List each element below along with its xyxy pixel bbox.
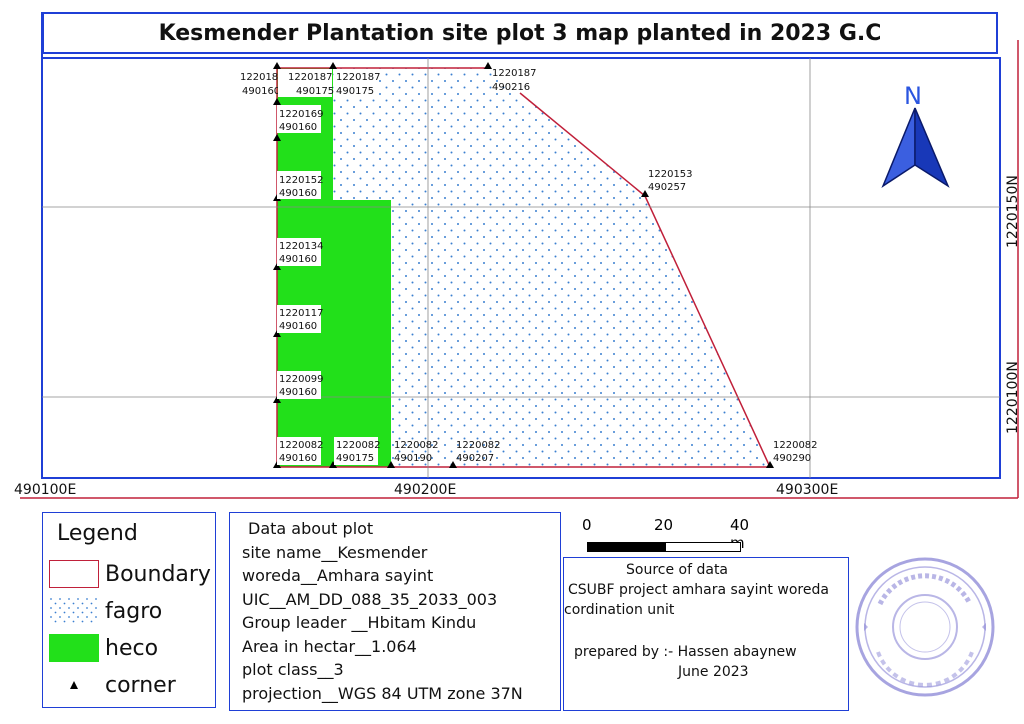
corner-label-e: 490160	[279, 321, 317, 332]
source-line1: CSUBF project amhara sayint woreda	[568, 582, 829, 598]
y-tick-label: 1220150N	[1005, 175, 1021, 248]
prepared-by: prepared by :- Hassen abaynew	[574, 644, 797, 660]
corner-label-n: 1220169	[279, 109, 324, 120]
corner-label-n: 1220099	[279, 374, 324, 385]
green-fill-swatch	[49, 634, 99, 662]
corner-label-n: 1220187	[336, 72, 381, 83]
corner-label-e: 490160	[279, 122, 317, 133]
scale-label: 20	[654, 516, 674, 534]
legend-label: corner	[105, 672, 176, 698]
corner-label-e: 490207	[456, 453, 494, 464]
plot-woreda: woreda__Amhara sayint	[242, 566, 434, 585]
map-frame	[41, 57, 1001, 479]
corner-label-n: 1220187	[288, 72, 333, 83]
scale-bar: 0 20 40 m	[580, 516, 760, 556]
source-heading: Source of data	[626, 562, 729, 578]
north-arrow: N	[881, 82, 950, 188]
corner-label-n: 1220187	[240, 72, 285, 83]
corner-label-e: 490160	[279, 188, 317, 199]
legend-item-boundary: Boundary	[49, 559, 211, 589]
corner-label-n: 1220187	[492, 68, 537, 79]
plot-uic: UIC__AM_DD_088_35_2033_003	[242, 589, 498, 609]
legend-title: Legend	[57, 521, 138, 546]
plot-projection: projection__WGS 84 UTM zone 37N	[242, 683, 523, 703]
corner-marker	[766, 461, 774, 468]
plot-group-leader: Group leader __Hbitam Kindu	[242, 613, 477, 632]
x-tick-label: 490200E	[394, 482, 456, 498]
legend-label: Boundary	[105, 561, 211, 587]
corner-marker	[484, 62, 492, 69]
plot-info-heading: Data about plot	[248, 519, 374, 538]
plot-info-box: Data about plot site name__Kesmender wor…	[229, 512, 561, 711]
source-box: Source of data CSUBF project amhara sayi…	[563, 557, 849, 711]
legend-item-corner: corner	[49, 670, 176, 700]
corner-marker	[273, 62, 281, 69]
corner-label-e: 490216	[492, 82, 530, 93]
fagro-area	[277, 68, 770, 467]
corner-label-n: 1220082	[773, 440, 818, 451]
corner-label-e: 490175	[336, 86, 374, 97]
x-tick-label: 490300E	[776, 482, 838, 498]
dot-pattern-swatch	[49, 597, 99, 625]
corner-label-n: 1220134	[279, 241, 324, 252]
corner-label-e: 490290	[773, 453, 811, 464]
corner-label-n: 1220082	[394, 440, 439, 451]
corner-label-e: 490190	[394, 453, 432, 464]
legend-label: heco	[105, 635, 159, 661]
scale-label: 0	[582, 516, 592, 534]
corner-marker	[641, 190, 649, 197]
corner-marker	[387, 461, 395, 468]
corner-label-n: 1220082	[336, 440, 381, 451]
source-line2: cordination unit	[564, 602, 675, 618]
corner-label-e: 490175	[336, 453, 374, 464]
boundary-swatch	[49, 560, 99, 588]
corner-label-e: 490175	[296, 86, 334, 97]
legend-box: Legend Boundary fagro heco corner	[42, 512, 216, 708]
corner-label-n: 1220152	[279, 175, 324, 186]
corner-label-e: 490257	[648, 182, 686, 193]
north-label: N	[904, 82, 922, 110]
plot-area: Area in hectar__1.064	[242, 636, 417, 656]
corner-marker	[273, 330, 281, 337]
map-canvas: 1220187 490160 1220187 490175 1220187 49…	[14, 12, 1021, 499]
corner-label-e: 490160	[279, 254, 317, 265]
heco-area	[277, 68, 391, 467]
corner-label-e: 490160	[279, 453, 317, 464]
legend-label: fagro	[105, 598, 163, 624]
corner-label-n: 1220082	[279, 440, 324, 451]
corner-marker	[329, 461, 337, 468]
corner-label-n: 1220082	[456, 440, 501, 451]
plot-site-name: site name__Kesmender	[242, 542, 428, 562]
y-tick-label: 1220100N	[1005, 361, 1021, 434]
corner-label-e: 490160	[242, 86, 280, 97]
prepared-date: June 2023	[678, 664, 749, 680]
corner-label-n: 1220117	[279, 308, 324, 319]
corner-marker	[273, 396, 281, 403]
triangle-marker-icon	[70, 681, 78, 689]
grid	[42, 58, 1000, 478]
plot-class: plot class__3	[242, 660, 344, 679]
corner-label-e: 490160	[279, 387, 317, 398]
legend-item-fagro: fagro	[49, 596, 162, 626]
x-tick-label: 490100E	[14, 482, 76, 498]
official-stamp	[855, 557, 995, 697]
corner-label-n: 1220153	[648, 169, 693, 180]
corner-marker	[273, 98, 281, 105]
corner-marker	[329, 62, 337, 69]
corner-marker	[273, 134, 281, 141]
legend-item-heco: heco	[49, 633, 158, 663]
map-title: Kesmender Plantation site plot 3 map pla…	[42, 12, 998, 54]
corner-marker	[273, 263, 281, 270]
corner-marker	[449, 461, 457, 468]
corner-markers	[273, 62, 774, 468]
